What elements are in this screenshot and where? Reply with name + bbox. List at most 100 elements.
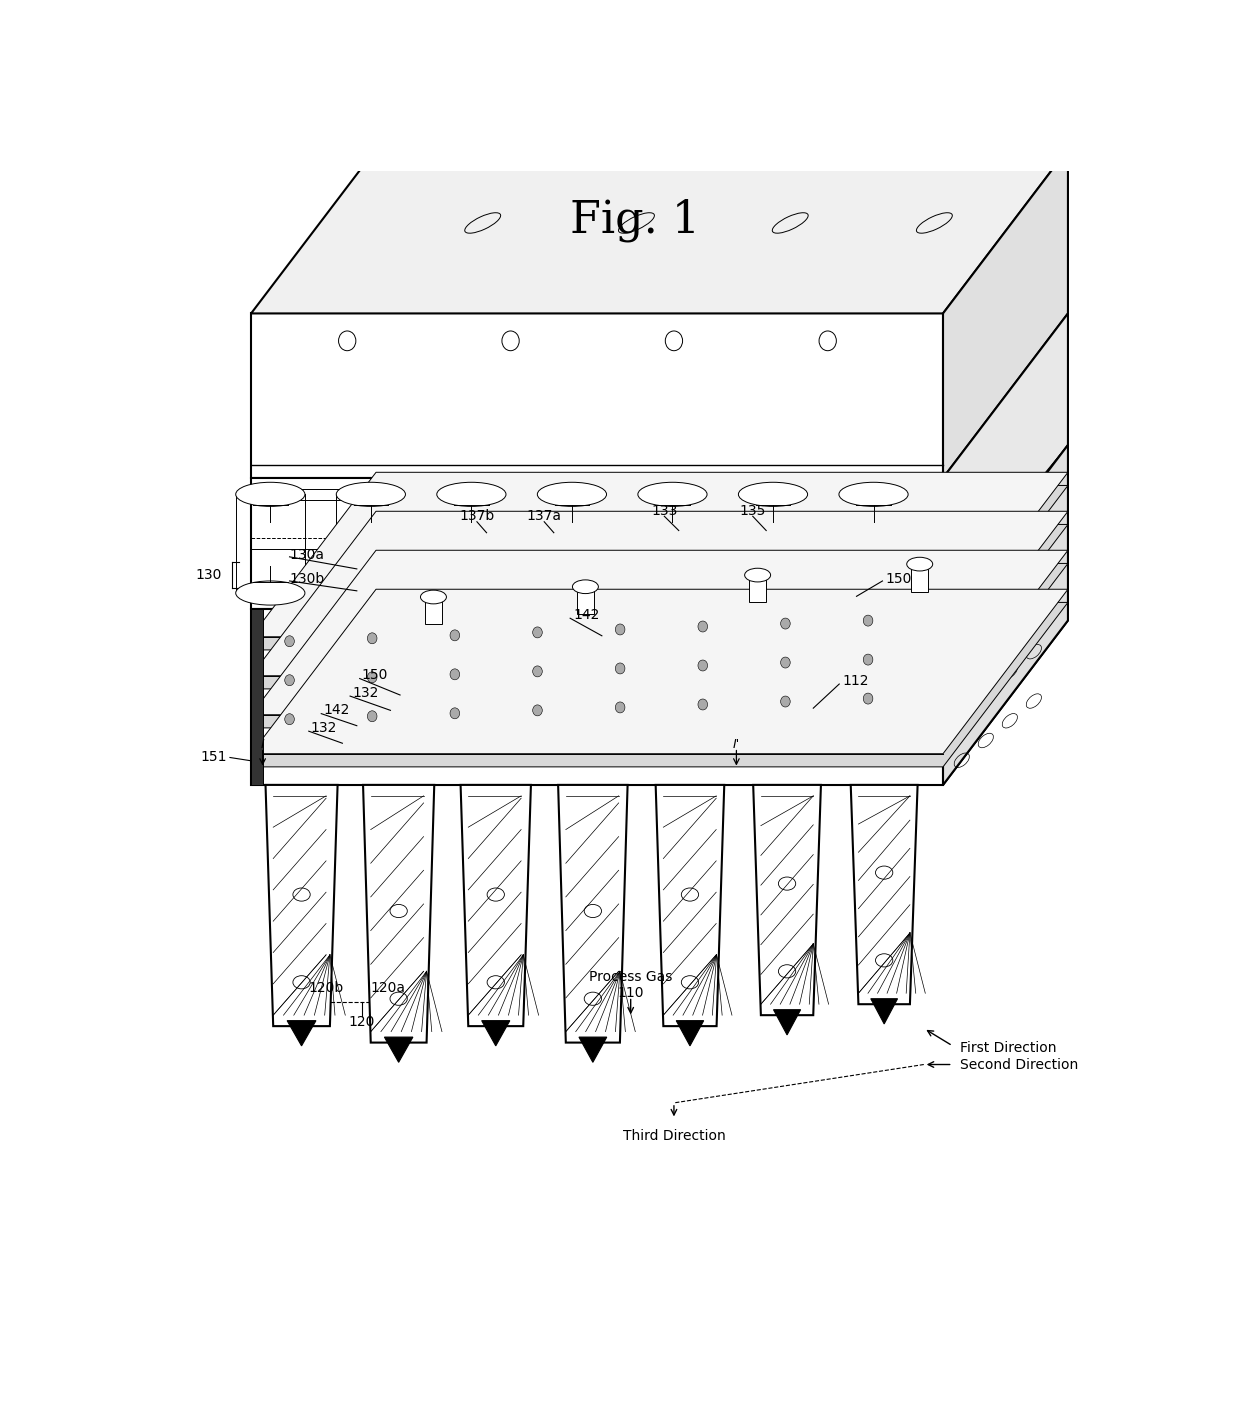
Text: 135: 135 xyxy=(739,504,766,518)
Circle shape xyxy=(367,672,377,682)
Circle shape xyxy=(367,632,377,644)
Circle shape xyxy=(863,693,873,703)
Polygon shape xyxy=(250,550,1068,715)
Text: 151: 151 xyxy=(201,750,227,765)
Bar xyxy=(749,575,766,602)
Text: 130b: 130b xyxy=(290,572,325,585)
Circle shape xyxy=(781,618,790,629)
Polygon shape xyxy=(774,1010,801,1035)
Text: 132: 132 xyxy=(311,721,337,735)
Polygon shape xyxy=(250,511,1068,676)
Ellipse shape xyxy=(537,581,606,605)
Circle shape xyxy=(698,621,708,632)
Text: 137a: 137a xyxy=(527,510,562,523)
Polygon shape xyxy=(942,313,1068,609)
Ellipse shape xyxy=(573,580,599,594)
Ellipse shape xyxy=(537,483,606,507)
Polygon shape xyxy=(753,785,821,1015)
Ellipse shape xyxy=(839,581,908,605)
Ellipse shape xyxy=(637,483,707,507)
Polygon shape xyxy=(656,785,724,1027)
Text: 142: 142 xyxy=(324,703,350,718)
Ellipse shape xyxy=(738,581,807,605)
Circle shape xyxy=(450,708,460,719)
Ellipse shape xyxy=(236,581,305,605)
Text: 120: 120 xyxy=(348,1015,374,1028)
Polygon shape xyxy=(579,1037,606,1062)
Text: 142: 142 xyxy=(573,608,599,622)
Text: 130a: 130a xyxy=(290,548,325,561)
Circle shape xyxy=(533,705,542,716)
Text: Third Direction: Third Direction xyxy=(622,1129,725,1143)
Ellipse shape xyxy=(637,581,707,605)
Polygon shape xyxy=(250,564,1068,728)
Circle shape xyxy=(698,659,708,671)
Polygon shape xyxy=(265,785,337,1027)
Polygon shape xyxy=(288,1021,316,1045)
Polygon shape xyxy=(851,785,918,1004)
Polygon shape xyxy=(460,785,531,1027)
Polygon shape xyxy=(870,998,898,1024)
Circle shape xyxy=(533,666,542,676)
Ellipse shape xyxy=(336,483,405,507)
Bar xyxy=(911,564,929,591)
Polygon shape xyxy=(384,1037,413,1062)
Text: Fig. 1: Fig. 1 xyxy=(570,198,701,242)
Polygon shape xyxy=(676,1021,703,1045)
Text: 133: 133 xyxy=(651,504,677,518)
Polygon shape xyxy=(250,602,1068,768)
Polygon shape xyxy=(942,444,1068,785)
Polygon shape xyxy=(558,785,627,1042)
Bar xyxy=(577,587,594,614)
Circle shape xyxy=(615,664,625,674)
Circle shape xyxy=(781,656,790,668)
Ellipse shape xyxy=(738,483,807,507)
Circle shape xyxy=(450,669,460,679)
Ellipse shape xyxy=(745,568,770,582)
Circle shape xyxy=(285,635,294,646)
Ellipse shape xyxy=(906,557,932,571)
Text: 137b: 137b xyxy=(459,510,495,523)
Polygon shape xyxy=(481,1021,510,1045)
Circle shape xyxy=(285,713,294,725)
Polygon shape xyxy=(250,609,942,785)
Text: Process Gas: Process Gas xyxy=(589,970,672,984)
Circle shape xyxy=(285,675,294,686)
Circle shape xyxy=(615,624,625,635)
Ellipse shape xyxy=(420,590,446,604)
Bar xyxy=(425,597,443,625)
Text: 132: 132 xyxy=(352,686,378,699)
Text: 130: 130 xyxy=(196,568,222,582)
Polygon shape xyxy=(250,621,1068,785)
Circle shape xyxy=(781,696,790,706)
Circle shape xyxy=(863,615,873,627)
Polygon shape xyxy=(250,590,1068,753)
Text: 110: 110 xyxy=(618,987,644,1000)
Text: First Direction: First Direction xyxy=(960,1041,1056,1055)
Text: Second Direction: Second Direction xyxy=(960,1058,1079,1071)
Text: 120a: 120a xyxy=(370,981,405,995)
Ellipse shape xyxy=(436,483,506,507)
Text: 112: 112 xyxy=(842,674,868,688)
Polygon shape xyxy=(250,473,1068,637)
Ellipse shape xyxy=(336,581,405,605)
Polygon shape xyxy=(250,609,263,785)
Circle shape xyxy=(863,654,873,665)
Ellipse shape xyxy=(236,483,305,507)
Polygon shape xyxy=(250,313,942,478)
Polygon shape xyxy=(942,150,1068,478)
Polygon shape xyxy=(363,785,434,1042)
Text: 120b: 120b xyxy=(309,981,343,995)
Text: I': I' xyxy=(733,738,740,750)
Text: I: I xyxy=(260,738,264,750)
Polygon shape xyxy=(250,486,1068,649)
Text: 150: 150 xyxy=(885,572,911,585)
Circle shape xyxy=(367,711,377,722)
Circle shape xyxy=(698,699,708,711)
Circle shape xyxy=(533,627,542,638)
Text: 150: 150 xyxy=(362,668,388,682)
Polygon shape xyxy=(250,150,1068,313)
Ellipse shape xyxy=(436,581,506,605)
Polygon shape xyxy=(250,524,1068,689)
Circle shape xyxy=(615,702,625,713)
